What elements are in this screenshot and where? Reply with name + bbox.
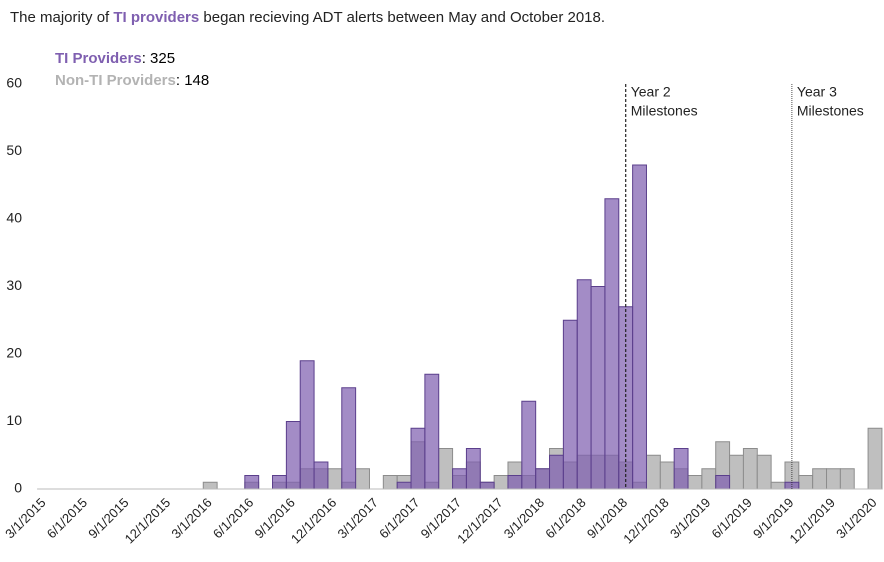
bar bbox=[299, 360, 315, 490]
bar bbox=[493, 475, 509, 490]
bar bbox=[396, 481, 412, 490]
x-tick-label: 6/1/2015 bbox=[44, 495, 90, 541]
bar bbox=[715, 475, 731, 490]
legend-entry: Non-TI Providers148 bbox=[55, 70, 209, 92]
title-part: The majority of bbox=[10, 9, 113, 26]
y-tick-label: 0 bbox=[14, 480, 22, 496]
bar bbox=[576, 279, 592, 490]
x-tick-label: 6/1/2019 bbox=[709, 495, 755, 541]
annotation: Milestones bbox=[631, 103, 698, 119]
x-tick-label: 6/1/2016 bbox=[210, 495, 256, 541]
bar bbox=[438, 448, 454, 490]
legend-entry: TI Providers325 bbox=[55, 48, 209, 70]
x-tick-label: 12/1/2018 bbox=[620, 495, 672, 547]
bar bbox=[479, 481, 495, 490]
x-tick-label: 3/1/2019 bbox=[667, 495, 713, 541]
bar bbox=[285, 421, 301, 490]
annotation: Milestones bbox=[797, 103, 864, 119]
x-tick-label: 3/1/2016 bbox=[168, 495, 214, 541]
bar bbox=[756, 454, 772, 490]
bar bbox=[410, 427, 426, 490]
x-tick-label: 3/1/2015 bbox=[2, 495, 48, 541]
bar bbox=[355, 468, 370, 490]
x-tick-label: 12/1/2017 bbox=[454, 495, 506, 547]
bar bbox=[770, 481, 786, 490]
bar bbox=[826, 468, 841, 490]
bar bbox=[272, 475, 287, 490]
bar bbox=[701, 468, 717, 490]
bar bbox=[382, 475, 398, 490]
bar bbox=[313, 461, 329, 490]
y-tick-label: 30 bbox=[6, 277, 22, 293]
bar bbox=[632, 164, 647, 490]
bar bbox=[202, 481, 218, 490]
annotation: Year 2 bbox=[631, 84, 671, 100]
bar bbox=[535, 468, 551, 490]
bar bbox=[812, 468, 828, 490]
x-tick-label: 6/1/2017 bbox=[376, 495, 422, 541]
legend: TI Providers325 Non-TI Providers148 bbox=[55, 48, 209, 92]
x-tick-label: 3/1/2018 bbox=[501, 495, 547, 541]
bar bbox=[465, 448, 481, 490]
bar bbox=[867, 427, 883, 490]
bar bbox=[562, 319, 578, 490]
x-tick-label: 12/1/2019 bbox=[786, 495, 838, 547]
chart-title: The majority of TI providers began recie… bbox=[10, 9, 605, 26]
annotation: Year 3 bbox=[797, 84, 837, 100]
bar bbox=[645, 454, 661, 490]
bar bbox=[327, 468, 343, 490]
bar bbox=[424, 373, 440, 490]
title-part: began recieving ADT alerts between May a… bbox=[199, 9, 605, 26]
bar bbox=[549, 454, 564, 490]
x-tick-label: 12/1/2015 bbox=[122, 495, 174, 547]
x-tick-label: 3/1/2020 bbox=[833, 495, 879, 541]
y-tick-label: 20 bbox=[6, 345, 22, 361]
bar bbox=[604, 198, 620, 490]
x-tick-label: 12/1/2016 bbox=[288, 495, 340, 547]
x-tick-label: 3/1/2017 bbox=[335, 495, 381, 541]
y-tick-label: 40 bbox=[6, 210, 22, 226]
bar bbox=[452, 468, 467, 490]
bar bbox=[590, 286, 606, 490]
y-tick-label: 10 bbox=[6, 412, 22, 428]
y-tick-label: 60 bbox=[6, 75, 22, 91]
bar bbox=[673, 448, 689, 490]
bar bbox=[659, 461, 675, 490]
legend-label: TI Providers bbox=[55, 50, 142, 67]
y-tick-label: 50 bbox=[6, 142, 22, 158]
bar bbox=[687, 475, 703, 490]
title-part: TI providers bbox=[113, 9, 199, 26]
bar bbox=[729, 454, 744, 490]
bar bbox=[839, 468, 855, 490]
legend-count: 148 bbox=[176, 72, 209, 89]
bar bbox=[798, 475, 814, 490]
bar bbox=[244, 475, 260, 490]
legend-count: 325 bbox=[142, 50, 175, 67]
bar bbox=[784, 481, 800, 490]
x-tick-label: 6/1/2018 bbox=[542, 495, 588, 541]
bar bbox=[341, 387, 357, 490]
bar bbox=[521, 400, 537, 490]
bar bbox=[507, 475, 523, 490]
bar bbox=[742, 448, 758, 490]
legend-label: Non-TI Providers bbox=[55, 72, 176, 89]
